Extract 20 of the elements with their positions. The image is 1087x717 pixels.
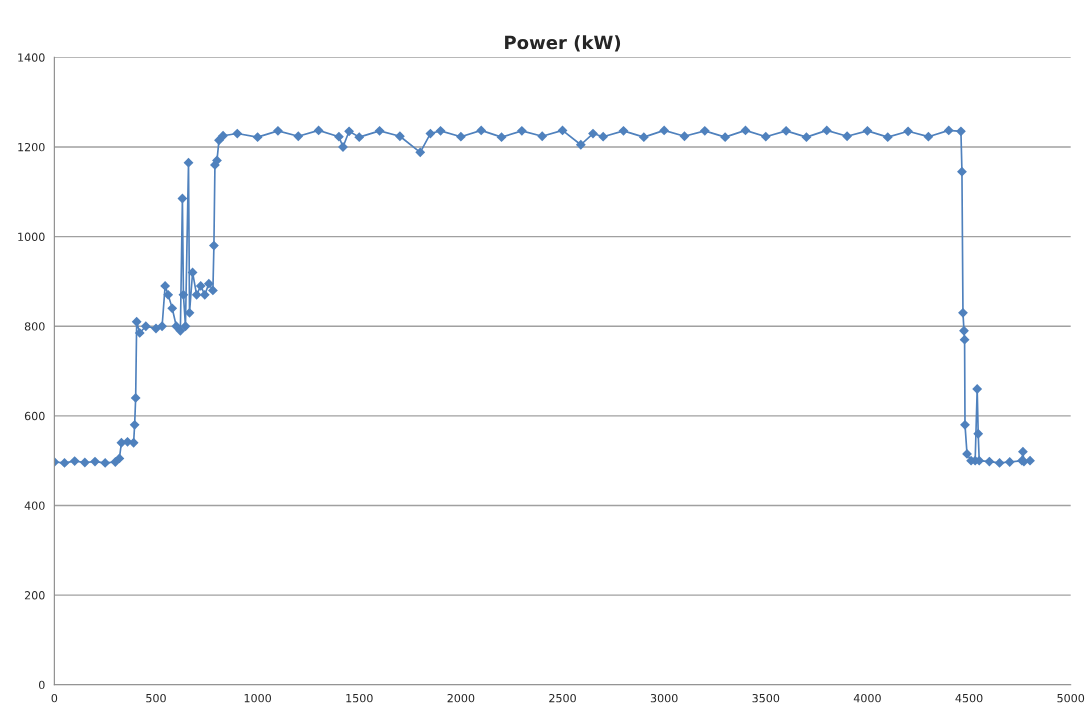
x-tick-label: 2000 — [447, 693, 475, 703]
x-tick-label: 1500 — [346, 693, 373, 703]
y-tick-label: 1000 — [18, 232, 45, 241]
y-tick-label: 1200 — [18, 142, 45, 152]
y-tick-label: 0 — [38, 680, 45, 690]
x-tick-label: 0 — [51, 693, 58, 703]
x-tick-label: 3500 — [752, 693, 780, 703]
x-tick-label: 5000 — [1057, 693, 1085, 703]
y-tick-label: 600 — [24, 411, 45, 421]
x-tick-label: 500 — [146, 693, 166, 703]
y-tick-label: 400 — [24, 501, 45, 510]
y-tick-label: 800 — [24, 322, 45, 331]
x-tick-label: 3000 — [650, 693, 678, 703]
y-tick-label: 200 — [24, 591, 45, 600]
x-tick-label: 4500 — [955, 693, 983, 703]
x-tick-label: 1000 — [244, 693, 272, 703]
y-tick-label: 1400 — [18, 53, 45, 62]
x-tick-label: 4000 — [853, 693, 881, 703]
x-tick-label: 2500 — [549, 693, 576, 703]
chart-title: Power (kW) — [505, 35, 621, 52]
